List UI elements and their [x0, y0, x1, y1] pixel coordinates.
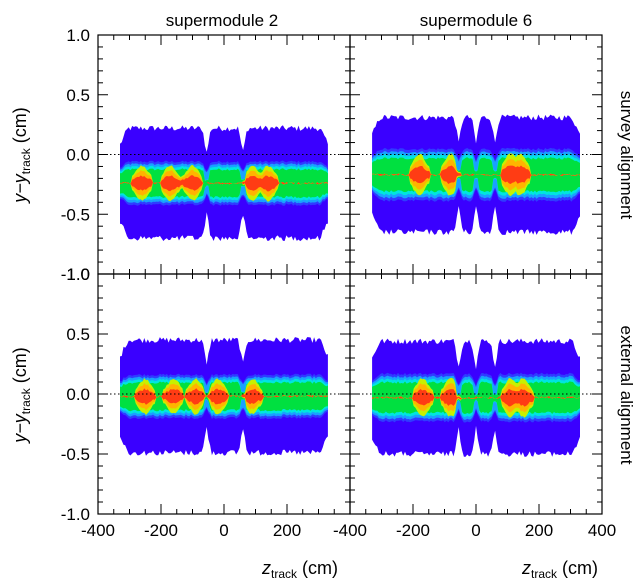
y-tick-label: 0.0 [66, 146, 90, 165]
column-title-left: supermodule 2 [166, 11, 278, 30]
column-title-right: supermodule 6 [420, 11, 532, 30]
y-tick-label: 1.0 [66, 26, 90, 45]
y-axis-title-sub: track [19, 147, 33, 174]
y-tick-label: 0.5 [66, 86, 90, 105]
x-tick-label: -200 [396, 521, 430, 540]
x-axis-title-main: z [261, 558, 271, 578]
x-tick-label: 200 [525, 521, 553, 540]
y-axis-title-unit: (cm) [10, 347, 30, 388]
y-axis-title-main: y−y [10, 173, 30, 205]
panel-0: -1.0 -0.5 0.0 0.5 1.0 [61, 26, 351, 284]
y-tick-label: -1.0 [61, 505, 90, 524]
x-tick-label: -200 [144, 521, 178, 540]
x-axis-title-main: z [521, 558, 531, 578]
density-band [372, 338, 580, 457]
x-tick-label: 0 [471, 521, 480, 540]
row-label-bottom: external alignment [617, 326, 634, 465]
x-axis-title-unit: (cm) [297, 558, 338, 578]
y-axis-title-sub: track [19, 387, 33, 414]
contour-level-7 [120, 175, 328, 192]
y-tick-label: 0.0 [66, 385, 90, 404]
y-tick-label: -0.5 [61, 205, 90, 224]
x-axis-title-unit: (cm) [557, 558, 598, 578]
contour-level-7 [120, 388, 328, 405]
y-axis-title-top: y−ytrack (cm) [10, 107, 33, 205]
y-tick-label: 0.5 [66, 325, 90, 344]
y-axis-title-unit: (cm) [10, 107, 30, 148]
x-axis-title-left: ztrack (cm) [261, 558, 338, 579]
x-axis-title-sub: track [271, 567, 298, 579]
y-tick-label: -0.5 [61, 445, 90, 464]
contour-level-7 [372, 388, 580, 407]
x-tick-label: -400 [81, 521, 115, 540]
x-tick-label: 400 [588, 521, 616, 540]
x-axis-title-sub: track [531, 567, 558, 579]
density-band [120, 337, 328, 456]
panel-1 [349, 34, 603, 275]
x-axis-title-right: ztrack (cm) [521, 558, 598, 579]
x-tick-label: -400 [333, 521, 367, 540]
y-tick-label: -1.0 [61, 265, 90, 284]
y-axis-title-main: y−y [10, 413, 30, 445]
density-band [120, 125, 328, 242]
row-label-top: survey alignment [617, 91, 634, 220]
panels-layer: -1.0-0.50.00.51.0-1.0-0.50.00.51.0-400 -2… [61, 26, 616, 540]
panel-2: -1.0 -0.5 0.0 0.5 1.0 -400 -200 0 200 [61, 265, 351, 540]
y-axis-title-bottom: y−ytrack (cm) [10, 347, 33, 445]
x-tick-label: 200 [273, 521, 301, 540]
x-tick-label: 0 [219, 521, 228, 540]
panel-3: -400 -200 0 200 400 [333, 273, 616, 540]
y-tick-label: 1.0 [66, 265, 90, 284]
density-band [372, 114, 580, 235]
contour-level-7 [372, 165, 580, 184]
